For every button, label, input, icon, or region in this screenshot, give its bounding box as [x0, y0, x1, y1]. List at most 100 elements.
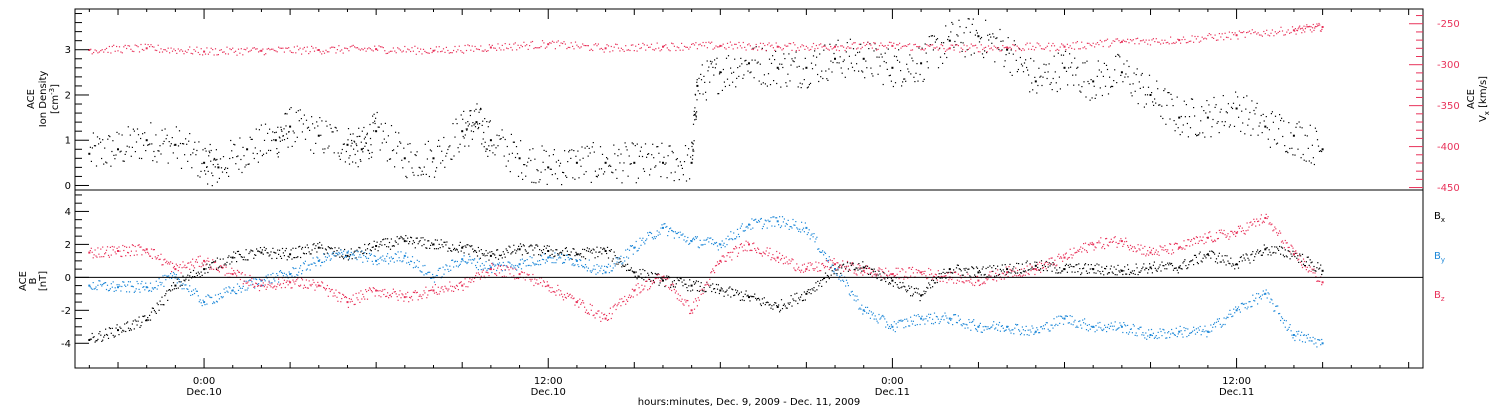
- bottom-b-data-point: [836, 273, 838, 275]
- top-velocity-data-point: [365, 50, 367, 52]
- bottom-b-data-point: [260, 279, 263, 282]
- bottom-b-data-point: [1297, 333, 1299, 335]
- bottom-b-data-point: [957, 264, 959, 266]
- bottom-b-data-point: [798, 297, 800, 299]
- bottom-b-data-point: [473, 259, 475, 261]
- bottom-b-data-point: [135, 320, 137, 322]
- bottom-b-data-point: [434, 239, 436, 241]
- bottom-b-data-point: [100, 283, 102, 286]
- bottom-b-data-point: [231, 289, 234, 292]
- top-velocity-data-point: [1171, 42, 1173, 45]
- bottom-b-data-point: [643, 241, 645, 243]
- top-density-data-point: [840, 67, 842, 69]
- bottom-b-data-point: [109, 327, 111, 330]
- top-density-data-point: [836, 62, 838, 64]
- bottom-b-data-point: [178, 281, 180, 283]
- top-density-data-point: [969, 31, 971, 33]
- top-density-data-point: [750, 71, 752, 73]
- bottom-b-data-point: [1155, 269, 1157, 271]
- bottom-b-data-point: [755, 297, 757, 299]
- bottom-b-data-point: [794, 293, 796, 295]
- bottom-b-data-point: [1223, 317, 1225, 319]
- bottom-b-data-point: [1100, 327, 1102, 329]
- bottom-b-data-point: [791, 305, 793, 307]
- bottom-b-data-point: [493, 253, 495, 255]
- bottom-b-data-point: [256, 283, 258, 285]
- bottom-b-data-point: [1198, 329, 1200, 331]
- top-density-data-point: [396, 152, 398, 154]
- top-velocity-data-point: [911, 49, 914, 51]
- top-velocity-data-point: [143, 49, 145, 51]
- top-velocity-data-point: [537, 47, 539, 49]
- top-density-data-point: [290, 107, 292, 109]
- bottom-b-data-point: [1093, 272, 1095, 274]
- top-density-data-point: [1165, 123, 1167, 125]
- top-density-data-point: [1316, 139, 1319, 141]
- bottom-b-data-point: [630, 245, 632, 247]
- top-velocity-data-point: [1088, 42, 1090, 44]
- top-density-data-point: [351, 142, 353, 144]
- bottom-b-data-point: [1162, 265, 1164, 267]
- bottom-b-data-point: [609, 265, 611, 267]
- top-density-data-point: [250, 138, 252, 140]
- bottom-b-data-point: [242, 283, 244, 285]
- bottom-b-data-point: [442, 246, 444, 248]
- bottom-b-data-point: [362, 261, 364, 263]
- top-density-data-point: [919, 73, 921, 76]
- bottom-b-data-point: [216, 301, 218, 303]
- top-velocity-data-point: [977, 51, 979, 53]
- top-velocity-data-point: [306, 46, 308, 48]
- bottom-b-data-point: [148, 253, 150, 255]
- bottom-b-data-point: [372, 246, 374, 248]
- bottom-b-data-point: [253, 257, 255, 259]
- top-density-data-point: [315, 142, 317, 144]
- top-density-data-point: [272, 131, 274, 133]
- top-velocity-data-point: [268, 47, 270, 50]
- top-velocity-data-point: [1145, 39, 1147, 41]
- bottom-b-data-point: [192, 294, 194, 296]
- bottom-b-data-point: [1314, 270, 1316, 272]
- top-velocity-data-point: [164, 49, 166, 51]
- top-density-data-point: [1262, 113, 1264, 115]
- bottom-b-data-point: [298, 271, 300, 273]
- bottom-b-data-point: [173, 288, 175, 290]
- top-velocity-data-point: [1104, 40, 1106, 42]
- bottom-b-data-point: [1012, 329, 1014, 331]
- top-density-data-point: [824, 44, 826, 46]
- top-velocity-data-point: [374, 45, 376, 47]
- bottom-b-data-point: [1131, 270, 1133, 272]
- top-density-data-point: [994, 61, 996, 63]
- top-density-data-point: [1189, 127, 1192, 129]
- top-density-data-point: [573, 150, 575, 152]
- bottom-b-data-point: [975, 266, 978, 268]
- top-density-data-point: [455, 118, 457, 120]
- top-velocity-data-point: [976, 47, 978, 49]
- bottom-b-data-point: [713, 288, 715, 290]
- bottom-b-data-point: [377, 258, 379, 261]
- top-density-data-point: [337, 152, 339, 154]
- bottom-b-data-point: [1280, 319, 1282, 322]
- top-velocity-data-point: [1175, 41, 1177, 43]
- top-density-data-point: [137, 134, 140, 136]
- top-density-data-point: [1087, 80, 1089, 83]
- bottom-b-data-point: [642, 237, 644, 239]
- top-velocity-data-point: [1190, 40, 1192, 42]
- bottom-b-data-point: [561, 253, 563, 255]
- bottom-b-data-point: [767, 301, 769, 304]
- top-velocity-data-point: [301, 53, 303, 55]
- top-density-data-point: [951, 21, 953, 24]
- bottom-b-data-point: [1189, 332, 1191, 334]
- bottom-b-data-point: [699, 285, 701, 287]
- top-density-data-point: [638, 155, 640, 157]
- bottom-b-data-point: [1115, 329, 1117, 331]
- top-density-data-point: [1263, 120, 1265, 122]
- top-density-data-point: [129, 134, 131, 136]
- top-velocity-data-point: [1279, 30, 1281, 32]
- top-density-data-point: [1041, 84, 1043, 87]
- bottom-b-data-point: [149, 289, 151, 292]
- top-density-data-point: [988, 39, 990, 41]
- top-density-data-point: [1112, 85, 1114, 88]
- bottom-b-data-point: [300, 265, 302, 267]
- bottom-b-data-point: [181, 267, 183, 269]
- bottom-b-data-point: [295, 267, 297, 269]
